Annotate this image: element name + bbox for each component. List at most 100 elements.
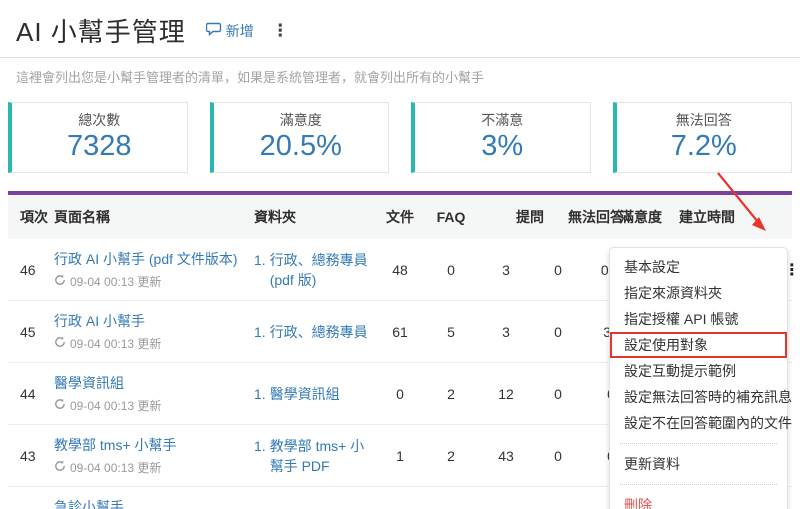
questions-count: 3 [502,261,510,278]
folder-number: 1. [254,385,266,402]
refresh-icon [54,460,66,475]
row-index: 43 [20,447,36,464]
assistant-name-link[interactable]: 行政 AI 小幫手 (pdf 文件版本) [54,251,238,268]
refresh-icon [54,336,66,351]
stat-label: 總次數 [78,112,121,128]
table-header: 項次 頁面名稱 資料夾 文件 FAQ 提問 無法回答 滿意度 建立時間 [8,193,792,240]
menu-item-source-folder[interactable]: 指定來源資料夾 [624,285,722,301]
assistant-name-link[interactable]: 教學部 tms+ 小幫手 [54,437,177,454]
docs-count: 61 [392,323,408,340]
unanswered-count: 0 [554,261,562,278]
assistant-name-link[interactable]: 急診小幫手 [54,499,124,509]
unanswered-count: 0 [532,487,584,509]
add-assistant-button[interactable]: 新增 [205,21,254,41]
menu-item-fallback-message[interactable]: 設定無法回答時的補充訊息 [624,389,792,405]
stat-value: 7.2% [670,130,737,162]
docs-count: 4 [378,487,422,509]
menu-item-refresh-data[interactable]: 更新資料 [624,456,680,472]
table-row: 45 行政 AI 小幫手 09-04 00:13 更新 1. 行政、總務專員 61… [8,301,792,363]
row-index: 44 [20,385,36,402]
updated-info: 09-04 00:13 更新 [54,459,246,476]
stat-card-unanswerable: 無法回答 7.2% [612,102,792,174]
questions-count: 31 [480,487,532,509]
questions-count: 12 [498,385,514,402]
col-actions [744,193,792,240]
faq-count: 2 [447,385,455,402]
folder-name: 行政、總務專員 [269,323,368,340]
comment-icon [205,22,222,39]
updated-text: 09-04 00:13 更新 [70,337,162,352]
col-folder: 資料夾 [250,193,378,240]
updated-text: 09-04 00:13 更新 [70,461,162,476]
folder-link[interactable]: 1. 行政、總務專員 (pdf 版) [254,250,374,291]
page-header: AI 小幫手管理 新增 ⋮ [0,0,800,57]
stat-value: 20.5% [259,130,342,162]
faq-count: 5 [447,323,455,340]
updated-info: 09-04 00:13 更新 [54,273,246,290]
menu-item-prompt-examples[interactable]: 設定互動提示範例 [624,363,736,379]
menu-item-basic-settings[interactable]: 基本設定 [624,259,680,275]
add-assistant-label: 新增 [225,22,254,39]
folder-link[interactable]: 1. 醫學資訊組 [254,384,374,404]
header-divider [0,57,800,58]
stat-value: 7328 [66,130,132,162]
header-kebab-icon[interactable]: ⋮ [271,21,289,40]
menu-item-set-audience[interactable]: 設定使用對象 [610,332,787,358]
refresh-icon [54,274,66,289]
faq-count: 38 [422,487,480,509]
unanswered-count: 0 [554,447,562,464]
assistants-table: 項次 頁面名稱 資料夾 文件 FAQ 提問 無法回答 滿意度 建立時間 46 行… [8,191,800,509]
col-satisfaction: 滿意度 [584,193,662,240]
unanswered-count: 0 [554,385,562,402]
docs-count: 0 [396,385,404,402]
table-row: 46 行政 AI 小幫手 (pdf 文件版本) 09-04 00:13 更新 1… [8,239,800,301]
menu-item-excluded-docs[interactable]: 設定不在回答範圍內的文件 [624,415,792,431]
menu-divider [620,484,777,485]
folder-number: 1. [254,437,266,454]
col-docs: 文件 [378,193,422,240]
stat-label: 滿意度 [279,112,322,128]
col-faq: FAQ [422,193,480,240]
menu-item-delete[interactable]: 刪除 [624,497,652,509]
menu-item-api-account[interactable]: 指定授權 API 帳號 [624,311,739,327]
table-row: 43 教學部 tms+ 小幫手 09-04 00:13 更新 1. 教學部 tms… [8,425,792,487]
questions-count: 43 [498,447,514,464]
assistant-name-link[interactable]: 行政 AI 小幫手 [54,313,146,330]
updated-info: 09-04 00:13 更新 [54,397,246,414]
stat-value: 3% [481,130,524,162]
updated-text: 09-04 00:13 更新 [70,275,162,290]
folder-name: 教學部 tms+ 小幫手 PDF [269,437,365,474]
row-index: 45 [20,323,36,340]
col-index: 項次 [8,193,50,240]
row-index: 46 [20,261,36,278]
page-description: 這裡會列出您是小幫手管理者的清單，如果是系統管理者，就會列出所有的小幫手 [16,70,485,85]
folder-name: 醫學資訊組 [269,385,340,402]
updated-info: 09-04 00:13 更新 [54,335,246,352]
row-context-menu: 基本設定 指定來源資料夾 指定授權 API 帳號 設定使用對象 設定互動提示範例… [609,247,792,509]
assistant-name-link[interactable]: 醫學資訊組 [54,375,124,392]
unanswered-count: 0 [554,323,562,340]
stat-card-satisfaction: 滿意度 20.5% [209,102,389,174]
row-index: 39 [8,487,50,509]
page-title: AI 小幫手管理 [16,17,186,47]
faq-count: 0 [447,261,455,278]
stat-label: 無法回答 [675,112,732,128]
updated-text: 09-04 00:13 更新 [70,399,162,414]
stat-card-dissatisfied: 不滿意 3% [411,102,591,174]
docs-count: 1 [396,447,404,464]
folder-link[interactable]: 1. 行政、總務專員 [254,322,374,342]
refresh-icon [54,398,66,413]
questions-count: 3 [502,323,510,340]
folder-number: 1. [254,323,266,340]
table-row: 39 急診小幫手 08-29 00:05 更新 1.PGY 小幫手 4 38 3… [8,487,792,509]
faq-count: 2 [447,447,455,464]
folder-link[interactable]: 1. 教學部 tms+ 小幫手 PDF [254,436,374,477]
stat-label: 不滿意 [481,112,524,128]
stat-card-total: 總次數 7328 [8,102,188,174]
docs-count: 48 [392,261,408,278]
folder-name: 行政、總務專員 (pdf 版) [269,251,368,288]
table-row: 44 醫學資訊組 09-04 00:13 更新 1. 醫學資訊組 0 2 12 0… [8,363,792,425]
folder-number: 1. [254,251,266,268]
col-questions: 提問 [480,193,544,240]
